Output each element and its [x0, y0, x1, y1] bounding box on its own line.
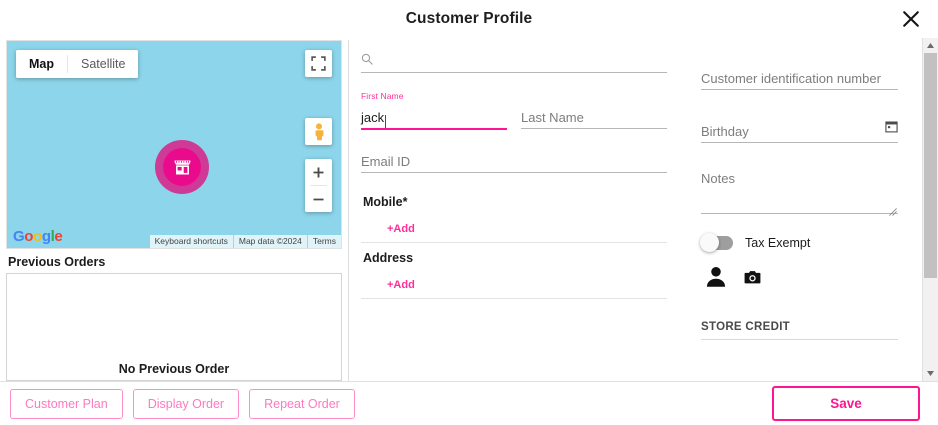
customer-form: First Name jack Last Name	[349, 38, 922, 381]
address-section: Address +Add	[361, 251, 667, 299]
birthday-input[interactable]: Birthday	[701, 124, 749, 139]
keyboard-shortcuts-link[interactable]: Keyboard shortcuts	[154, 236, 228, 246]
left-panel: Map Satellite	[0, 38, 348, 381]
resize-grip-icon[interactable]	[889, 203, 897, 216]
form-column-left: First Name jack Last Name	[349, 50, 679, 381]
save-button[interactable]: Save	[772, 386, 920, 421]
customer-id-input[interactable]: Customer identification number	[701, 71, 881, 86]
notes-field[interactable]: Notes	[701, 169, 898, 216]
page-title: Customer Profile	[405, 10, 533, 27]
first-name-field[interactable]: First Name jack	[361, 91, 507, 130]
tax-exempt-toggle[interactable]	[700, 233, 733, 252]
map-type-separator	[67, 55, 68, 73]
scroll-down-arrow-icon[interactable]	[923, 366, 938, 381]
first-name-group: First Name jack	[361, 91, 507, 146]
tax-exempt-label: Tax Exempt	[745, 236, 811, 250]
mobile-section: Mobile* +Add	[361, 195, 667, 243]
store-marker-icon[interactable]	[155, 140, 209, 194]
scrollbar-track[interactable]	[923, 53, 938, 366]
map-type-map-button[interactable]: Map	[16, 50, 67, 78]
text-caret	[385, 115, 387, 128]
panel-divider	[348, 40, 349, 381]
avatar-row	[703, 264, 898, 295]
mobile-section-title: Mobile*	[363, 195, 408, 209]
mobile-add-button[interactable]: +Add	[387, 223, 415, 235]
store-marker-inner	[163, 148, 201, 186]
camera-icon[interactable]	[743, 268, 762, 292]
customer-plan-button[interactable]: Customer Plan	[10, 388, 123, 419]
notes-input[interactable]: Notes	[701, 171, 735, 186]
search-field[interactable]	[361, 50, 667, 73]
form-column-right: Customer identification number Birthday	[679, 50, 922, 381]
search-icon	[361, 52, 373, 72]
dialog-footer: Customer Plan Display Order Repeat Order…	[0, 381, 938, 425]
map-canvas[interactable]: Map Satellite	[6, 40, 342, 249]
repeat-order-button[interactable]: Repeat Order	[249, 388, 355, 419]
customer-id-field[interactable]: Customer identification number	[701, 63, 898, 90]
terms-link[interactable]: Terms	[306, 235, 341, 248]
store-credit-label: STORE CREDIT	[701, 321, 898, 340]
first-name-label: First Name	[361, 91, 404, 101]
close-icon[interactable]	[898, 6, 924, 32]
last-name-group: Last Name	[521, 91, 667, 146]
address-add-button[interactable]: +Add	[387, 279, 415, 291]
calendar-icon[interactable]	[885, 120, 898, 138]
google-logo: Google	[13, 228, 63, 245]
first-name-input[interactable]: jack	[361, 110, 385, 125]
display-order-button[interactable]: Display Order	[132, 388, 240, 419]
person-avatar-icon[interactable]	[703, 264, 729, 295]
email-input[interactable]: Email ID	[361, 154, 411, 169]
dialog-body: Map Satellite	[0, 38, 938, 381]
scrollbar-thumb[interactable]	[924, 53, 937, 279]
previous-orders-list: No Previous Order	[6, 273, 342, 381]
scroll-up-arrow-icon[interactable]	[923, 38, 938, 53]
address-section-title: Address	[363, 251, 414, 265]
map-type-control: Map Satellite	[16, 50, 139, 78]
map-zoom-control	[305, 159, 332, 212]
last-name-input[interactable]: Last Name	[521, 110, 584, 125]
fullscreen-icon[interactable]	[305, 50, 332, 77]
map-type-satellite-button[interactable]: Satellite	[68, 50, 139, 78]
zoom-in-button[interactable]	[305, 159, 332, 185]
no-previous-order-text: No Previous Order	[118, 362, 230, 376]
toggle-knob	[700, 233, 719, 252]
pegman-icon[interactable]	[305, 118, 332, 145]
dialog-header: Customer Profile	[0, 0, 938, 38]
form-scrollbar[interactable]	[922, 38, 938, 381]
footer-actions: Customer Plan Display Order Repeat Order	[10, 388, 355, 419]
birthday-field[interactable]: Birthday	[701, 116, 898, 143]
map-data-label: Map data ©2024	[232, 235, 307, 248]
right-panel: First Name jack Last Name	[349, 38, 938, 381]
email-field[interactable]: Email ID	[361, 146, 667, 173]
zoom-divider	[310, 185, 327, 186]
tax-exempt-row: Tax Exempt	[700, 233, 898, 252]
name-row: First Name jack Last Name	[361, 91, 667, 146]
zoom-out-button[interactable]	[305, 186, 332, 212]
previous-orders-title: Previous Orders	[8, 255, 106, 269]
map-credits: Keyboard shortcuts Map data ©2024 Terms	[149, 235, 341, 248]
last-name-field[interactable]: Last Name	[521, 102, 667, 129]
